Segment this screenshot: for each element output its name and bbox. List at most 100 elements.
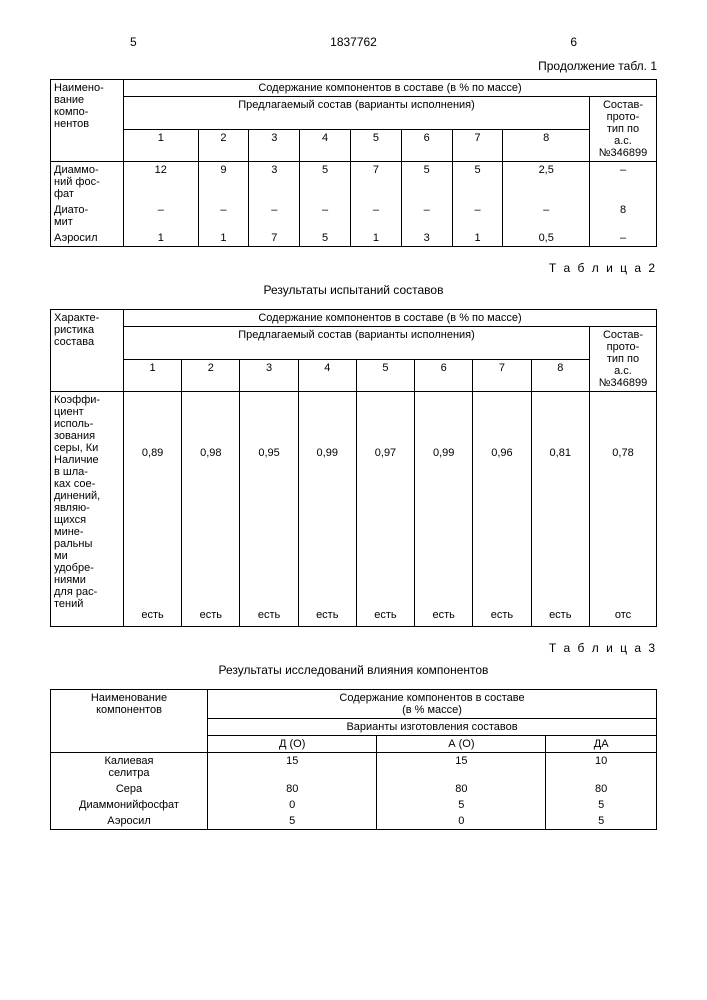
t2-v: 0,99 bbox=[299, 392, 356, 459]
t2-col: 8 bbox=[531, 359, 589, 392]
t3-cell: 5 bbox=[208, 813, 377, 830]
t2-v: 0,96 bbox=[473, 392, 530, 459]
t3-cell: 15 bbox=[377, 753, 546, 782]
t2-v: есть bbox=[357, 459, 414, 621]
t1-rowhead: Наимено- вание компо- нентов bbox=[51, 80, 124, 162]
t3-cell: 0 bbox=[377, 813, 546, 830]
t3-top: Содержание компонентов в составе (в % ма… bbox=[208, 690, 657, 719]
table-2: Характе- ристика состава Содержание комп… bbox=[50, 309, 657, 627]
t1-proto: Состав- прото- тип по а.с. №346899 bbox=[590, 97, 657, 162]
t1-cell: 5 bbox=[300, 162, 351, 203]
t2-v: 0,89 bbox=[124, 392, 181, 459]
t2-cell: 0,98 есть bbox=[182, 392, 240, 627]
t1-cell: 3 bbox=[401, 230, 452, 247]
t1-col: 5 bbox=[350, 129, 401, 162]
t3-cell: 80 bbox=[546, 781, 657, 797]
t2-sub: Предлагаемый состав (варианты исполнения… bbox=[124, 327, 590, 360]
continuation-label: Продолжение табл. 1 bbox=[50, 59, 657, 73]
t2-v: 0,95 bbox=[240, 392, 297, 459]
t1-cell: 2,5 bbox=[503, 162, 590, 203]
t1-cell: – bbox=[350, 202, 401, 230]
t2-cell: 0,95 есть bbox=[240, 392, 298, 627]
t1-cell: 1 bbox=[350, 230, 401, 247]
t1-top: Содержание компонентов в составе (в % по… bbox=[124, 80, 657, 97]
t2-v: 0,78 bbox=[590, 392, 656, 459]
t2-col: 5 bbox=[356, 359, 414, 392]
page-left: 5 bbox=[130, 35, 137, 49]
t2-cell: 0,99 есть bbox=[415, 392, 473, 627]
t3-title: Результаты исследований влияния компонен… bbox=[50, 663, 657, 677]
t2-v: отс bbox=[590, 459, 656, 621]
t2-cell: 0,81 есть bbox=[531, 392, 589, 627]
t1-cell: 0,5 bbox=[503, 230, 590, 247]
table-3: Наименование компонентов Содержание комп… bbox=[50, 689, 657, 830]
page-center: 1837762 bbox=[330, 35, 377, 49]
t3-cell: 5 bbox=[546, 813, 657, 830]
t1-cell: 9 bbox=[198, 162, 249, 203]
t1-sub: Предлагаемый состав (варианты исполнения… bbox=[124, 97, 590, 130]
t2-v: 0,99 bbox=[415, 392, 472, 459]
t3-col: Д (О) bbox=[208, 736, 377, 753]
t3-row-label: Диаммонийфосфат bbox=[51, 797, 208, 813]
t2-col: 7 bbox=[473, 359, 531, 392]
t2-r1-label: Коэффи- циент исполь- зования серы, Ки bbox=[54, 394, 120, 454]
t1-col: 2 bbox=[198, 129, 249, 162]
t3-col: А (О) bbox=[377, 736, 546, 753]
t2-rowhead: Характе- ристика состава bbox=[51, 310, 124, 392]
t1-cell: – bbox=[124, 202, 199, 230]
t3-row-label: Сера bbox=[51, 781, 208, 797]
t2-cell: 0,96 есть bbox=[473, 392, 531, 627]
t2-col: 6 bbox=[415, 359, 473, 392]
t3-cell: 5 bbox=[546, 797, 657, 813]
t1-cell: – bbox=[249, 202, 300, 230]
t2-cell: 0,78 отс bbox=[590, 392, 657, 627]
t3-col: ДА bbox=[546, 736, 657, 753]
t1-r3-label: Аэросил bbox=[51, 230, 124, 247]
page-right: 6 bbox=[570, 35, 577, 49]
t2-r2-label: Наличие в шла- ках сое- динений, являю- … bbox=[54, 454, 120, 610]
t2-top: Содержание компонентов в составе (в % по… bbox=[124, 310, 657, 327]
t1-col: 8 bbox=[503, 129, 590, 162]
t1-col: 1 bbox=[124, 129, 199, 162]
t1-cell: 5 bbox=[452, 162, 503, 203]
t1-cell: – bbox=[300, 202, 351, 230]
t3-caption: Т а б л и ц а 3 bbox=[50, 641, 657, 655]
t2-v: 0,97 bbox=[357, 392, 414, 459]
table-1: Наимено- вание компо- нентов Содержание … bbox=[50, 79, 657, 247]
t1-cell: – bbox=[503, 202, 590, 230]
t1-cell: 8 bbox=[590, 202, 657, 230]
t2-v: есть bbox=[240, 459, 297, 621]
t1-cell: 7 bbox=[249, 230, 300, 247]
t1-cell: 3 bbox=[249, 162, 300, 203]
t2-v: есть bbox=[532, 459, 589, 621]
page-header: 5 1837762 6 bbox=[50, 35, 657, 49]
t1-cell: – bbox=[198, 202, 249, 230]
t3-sub: Варианты изготовления составов bbox=[208, 719, 657, 736]
t2-body-label: Коэффи- циент исполь- зования серы, Ки Н… bbox=[51, 392, 124, 627]
t2-v: есть bbox=[473, 459, 530, 621]
t1-r2-label: Диато- мит bbox=[51, 202, 124, 230]
t1-col: 3 bbox=[249, 129, 300, 162]
t2-col: 3 bbox=[240, 359, 298, 392]
t1-cell: – bbox=[452, 202, 503, 230]
t2-v: 0,81 bbox=[532, 392, 589, 459]
t1-cell: 1 bbox=[452, 230, 503, 247]
t1-cell: 5 bbox=[401, 162, 452, 203]
t3-cell: 10 bbox=[546, 753, 657, 782]
t2-col: 2 bbox=[182, 359, 240, 392]
t1-cell: – bbox=[590, 230, 657, 247]
t1-cell: 7 bbox=[350, 162, 401, 203]
t2-v: есть bbox=[182, 459, 239, 621]
t2-v: есть bbox=[124, 459, 181, 621]
t3-cell: 80 bbox=[208, 781, 377, 797]
t3-cell: 0 bbox=[208, 797, 377, 813]
t1-r1-label: Диаммо- ний фос- фат bbox=[51, 162, 124, 203]
t1-cell: 5 bbox=[300, 230, 351, 247]
t3-cell: 5 bbox=[377, 797, 546, 813]
t1-cell: – bbox=[590, 162, 657, 203]
t2-v: есть bbox=[299, 459, 356, 621]
t1-col: 7 bbox=[452, 129, 503, 162]
t1-col: 4 bbox=[300, 129, 351, 162]
t2-caption: Т а б л и ц а 2 bbox=[50, 261, 657, 275]
t3-cell: 80 bbox=[377, 781, 546, 797]
